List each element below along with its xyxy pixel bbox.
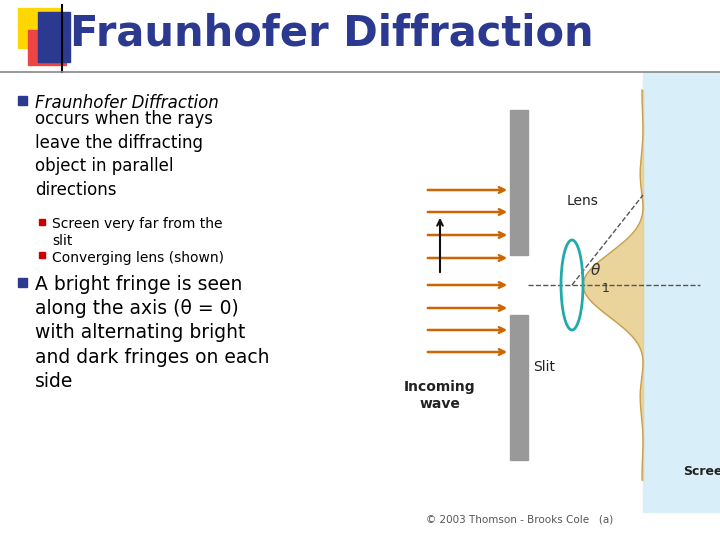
Bar	[510, 110, 528, 255]
Bar	[643, 72, 720, 512]
Bar	[39, 219, 45, 225]
Bar	[17, 96, 27, 105]
Text: A bright fringe is seen
along the axis (θ = 0)
with alternating bright
and dark : A bright fringe is seen along the axis (…	[35, 275, 269, 391]
Text: © 2003 Thomson - Brooks Cole   (a): © 2003 Thomson - Brooks Cole (a)	[426, 515, 613, 525]
Text: Screen: Screen	[683, 465, 720, 478]
Text: Lens: Lens	[567, 194, 599, 208]
Text: Screen very far from the
slit: Screen very far from the slit	[52, 217, 222, 248]
Bar	[17, 278, 27, 287]
Text: Slit: Slit	[533, 360, 555, 374]
Bar	[38, 12, 70, 62]
Bar	[510, 315, 528, 460]
Bar	[39, 252, 45, 258]
Text: Fraunhofer Diffraction: Fraunhofer Diffraction	[70, 12, 593, 54]
Bar	[18, 8, 60, 48]
Text: Converging lens (shown): Converging lens (shown)	[52, 251, 224, 265]
Text: Fraunhofer Diffraction: Fraunhofer Diffraction	[35, 94, 219, 112]
Text: Incoming
wave: Incoming wave	[404, 380, 476, 411]
Text: 1: 1	[602, 282, 610, 295]
Text: $\theta$: $\theta$	[590, 262, 601, 278]
Text: occurs when the rays
leave the diffracting
object in parallel
directions: occurs when the rays leave the diffracti…	[35, 110, 213, 199]
Bar	[28, 30, 66, 65]
